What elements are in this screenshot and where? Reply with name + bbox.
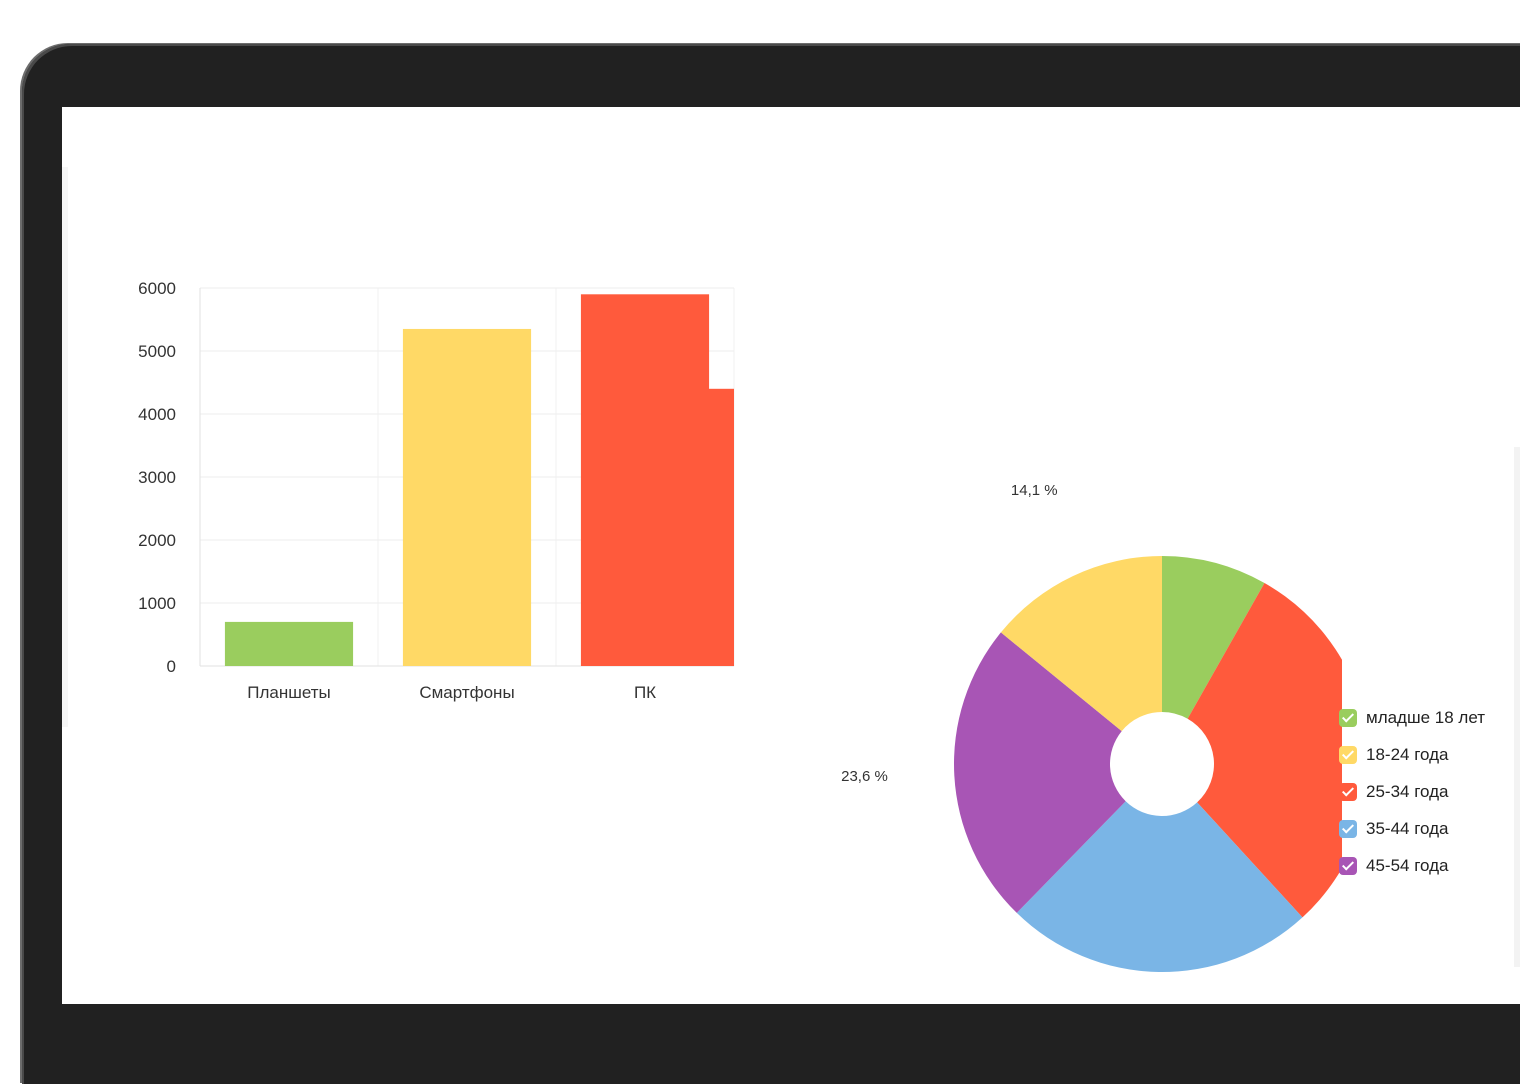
- legend-item-35-44[interactable]: 35-44 года: [1339, 818, 1485, 840]
- slice-percent-label: 14,1 %: [1011, 482, 1058, 499]
- legend-label: 45-54 года: [1366, 856, 1449, 875]
- checkbox-icon[interactable]: [1339, 857, 1357, 875]
- pie-chart: 30 %24,1 %23,6 %14,1 %: [841, 482, 1342, 973]
- x-category-label: Планшеты: [247, 683, 331, 702]
- bar: [402, 328, 532, 666]
- y-tick-label: 1000: [138, 594, 176, 613]
- legend-label: 35-44 года: [1366, 819, 1449, 838]
- y-tick-label: 0: [167, 657, 176, 676]
- y-tick-label: 4000: [138, 405, 176, 424]
- pie-slice: [1000, 556, 1162, 732]
- pie-slice: [1016, 801, 1303, 973]
- y-tick-label: 6000: [138, 279, 176, 298]
- legend-item-under-18[interactable]: младше 18 лет: [1339, 707, 1485, 729]
- legend-item-25-34[interactable]: 25-34 года: [1339, 781, 1485, 803]
- checkbox-icon[interactable]: [1339, 820, 1357, 838]
- y-tick-label: 2000: [138, 531, 176, 550]
- pie-slice: [954, 632, 1126, 913]
- bar: [707, 388, 734, 666]
- pie-legend: младше 18 лет 18-24 года 25-34 года 35-4…: [1339, 707, 1485, 877]
- pie-slice: [1162, 556, 1265, 719]
- bar: [580, 294, 710, 666]
- checkbox-icon[interactable]: [1339, 783, 1357, 801]
- legend-label: младше 18 лет: [1366, 708, 1486, 727]
- y-tick-label: 3000: [138, 468, 176, 487]
- side-panel-edge: [1514, 447, 1520, 967]
- bar-chart: 0 1000 2000 3000 4000 5000 6000 Планшеты Смартфо…: [138, 279, 735, 702]
- legend-label: 18-24 года: [1366, 745, 1449, 764]
- screen: 0 1000 2000 3000 4000 5000 6000 Планшеты Смартфо…: [62, 107, 1520, 1004]
- checkbox-icon[interactable]: [1339, 746, 1357, 764]
- legend-item-45-54[interactable]: 45-54 года: [1339, 855, 1485, 877]
- bar: [224, 621, 354, 666]
- legend-label: 25-34 года: [1366, 782, 1449, 801]
- slice-percent-label: 23,6 %: [841, 768, 888, 785]
- x-category-label: Смартфоны: [419, 683, 514, 702]
- checkbox-icon[interactable]: [1339, 709, 1357, 727]
- legend-item-18-24[interactable]: 18-24 года: [1339, 744, 1485, 766]
- screen-left-edge: [62, 167, 68, 727]
- y-tick-label: 5000: [138, 342, 176, 361]
- x-category-label: ПК: [634, 683, 656, 702]
- pie-slice: [1187, 583, 1342, 918]
